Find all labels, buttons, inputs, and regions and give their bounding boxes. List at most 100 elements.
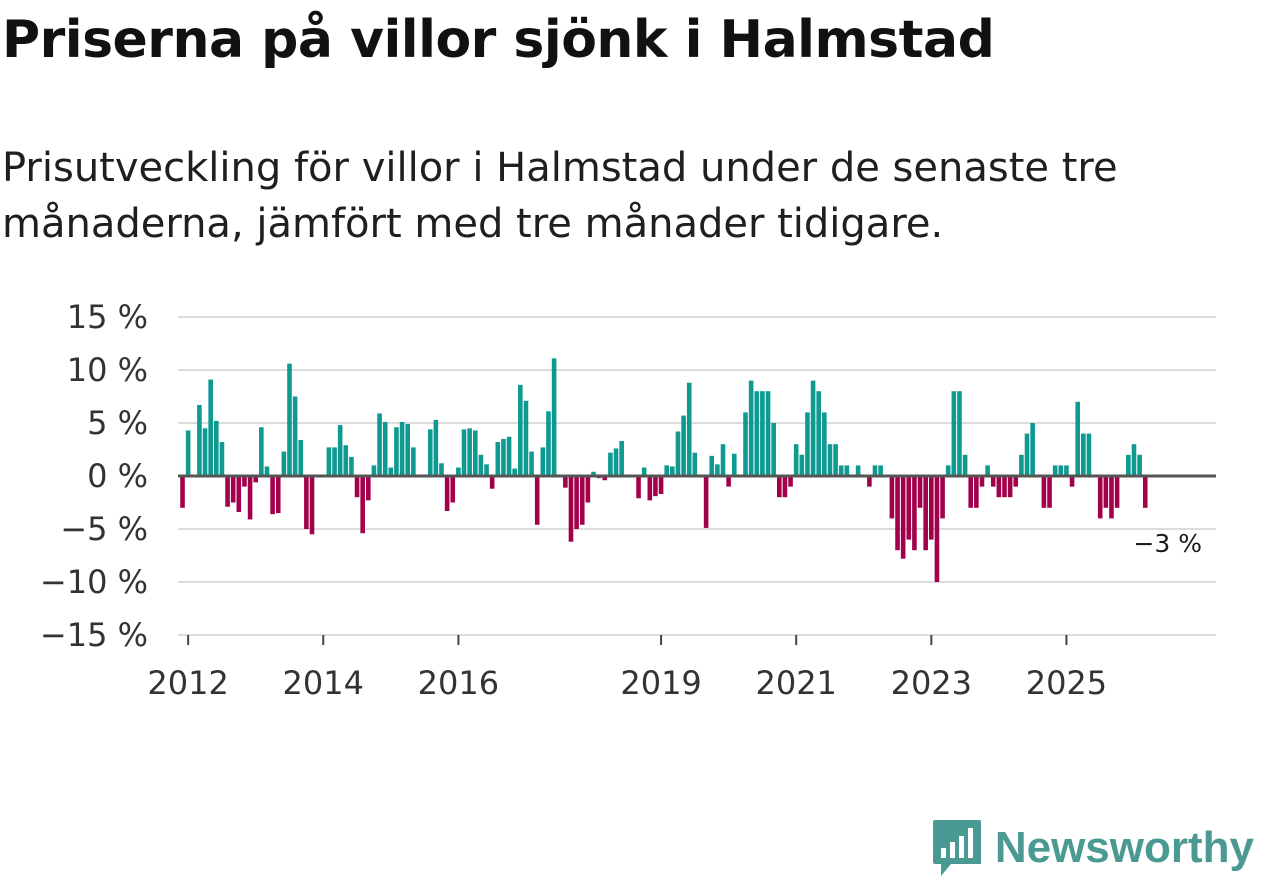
bar	[962, 454, 968, 476]
bar	[467, 428, 472, 476]
bar	[366, 476, 371, 501]
bar	[197, 404, 202, 476]
y-tick-label: 10 %	[67, 351, 148, 389]
bar	[1097, 476, 1103, 519]
x-tick-label: 2014	[283, 664, 364, 702]
bar	[242, 476, 247, 487]
bar	[636, 476, 641, 499]
bar	[686, 382, 692, 476]
bar	[670, 466, 675, 476]
bar	[495, 442, 501, 476]
x-tick-label: 2019	[620, 664, 701, 702]
bar	[534, 476, 540, 525]
bar	[619, 441, 624, 476]
bar	[292, 396, 298, 476]
bar	[501, 438, 506, 476]
bar	[844, 465, 850, 476]
x-tick-label: 2025	[1026, 664, 1107, 702]
bar	[349, 456, 354, 476]
logo: Newsworthy	[931, 818, 1254, 878]
bar	[579, 476, 585, 525]
bar	[394, 427, 399, 476]
bar	[1007, 476, 1013, 498]
bar	[872, 465, 878, 476]
bar	[715, 464, 720, 476]
bar	[1047, 476, 1052, 508]
y-tick-label: −5 %	[60, 510, 148, 548]
bar	[641, 467, 647, 476]
bar	[934, 476, 940, 582]
bar	[439, 463, 444, 476]
bar	[929, 476, 934, 540]
bar	[1019, 454, 1024, 476]
bars	[180, 358, 1148, 582]
bar	[472, 430, 478, 476]
bar	[326, 447, 332, 476]
y-tick-label: −10 %	[40, 563, 148, 601]
bar	[1109, 476, 1114, 519]
bar	[275, 476, 281, 514]
bar	[332, 447, 337, 476]
bar	[805, 412, 810, 476]
bar	[748, 380, 754, 476]
chart-title: Priserna på villor sjönk i Halmstad	[2, 10, 995, 70]
bar	[546, 411, 551, 476]
bar	[551, 358, 557, 476]
bar	[563, 476, 568, 488]
bar	[1103, 476, 1109, 508]
bar	[782, 476, 788, 498]
bar	[985, 465, 990, 476]
bar	[675, 431, 681, 476]
y-tick-label: 0 %	[87, 457, 148, 495]
bar	[264, 466, 270, 476]
bar	[506, 436, 512, 476]
annotations: −3 %	[1133, 529, 1202, 558]
bar	[658, 476, 664, 495]
bar	[540, 447, 546, 476]
bar	[833, 444, 838, 476]
bar	[743, 412, 748, 476]
bar	[1131, 444, 1137, 476]
bar	[399, 421, 405, 476]
bar	[878, 465, 883, 476]
bar	[354, 476, 360, 498]
bar	[912, 476, 917, 551]
bar	[816, 391, 822, 476]
bar	[957, 391, 962, 476]
bar	[777, 476, 782, 498]
bar	[602, 476, 608, 481]
bar	[529, 451, 534, 476]
bar	[771, 423, 776, 476]
bar	[180, 476, 185, 508]
bar	[343, 445, 349, 476]
bar	[1041, 476, 1047, 508]
bar	[788, 476, 793, 487]
bar	[382, 421, 388, 476]
bar	[185, 430, 191, 476]
bar	[433, 419, 439, 476]
x-tick-label: 2021	[755, 664, 836, 702]
bar	[450, 476, 456, 503]
bar	[478, 454, 484, 476]
bar	[281, 451, 287, 476]
bar	[253, 476, 259, 483]
bar	[456, 467, 461, 476]
bar	[979, 476, 985, 487]
bar	[1075, 401, 1080, 476]
chart-subtitle: Prisutveckling för villor i Halmstad und…	[2, 145, 1118, 247]
y-tick-label: 5 %	[87, 404, 148, 442]
bar	[484, 464, 489, 476]
bar	[855, 465, 861, 476]
bar	[1137, 454, 1142, 476]
bar	[613, 448, 619, 476]
bar	[512, 468, 517, 476]
bar	[917, 476, 923, 508]
bar-chart: 15 %10 %5 %0 %−5 %−10 %−15 % 2012 2014 201…	[40, 298, 1216, 702]
bar	[388, 467, 394, 476]
bar	[259, 427, 264, 476]
bar	[990, 476, 996, 487]
bar	[703, 476, 709, 528]
bar	[968, 476, 974, 508]
bar	[945, 465, 951, 476]
bar	[219, 442, 225, 476]
